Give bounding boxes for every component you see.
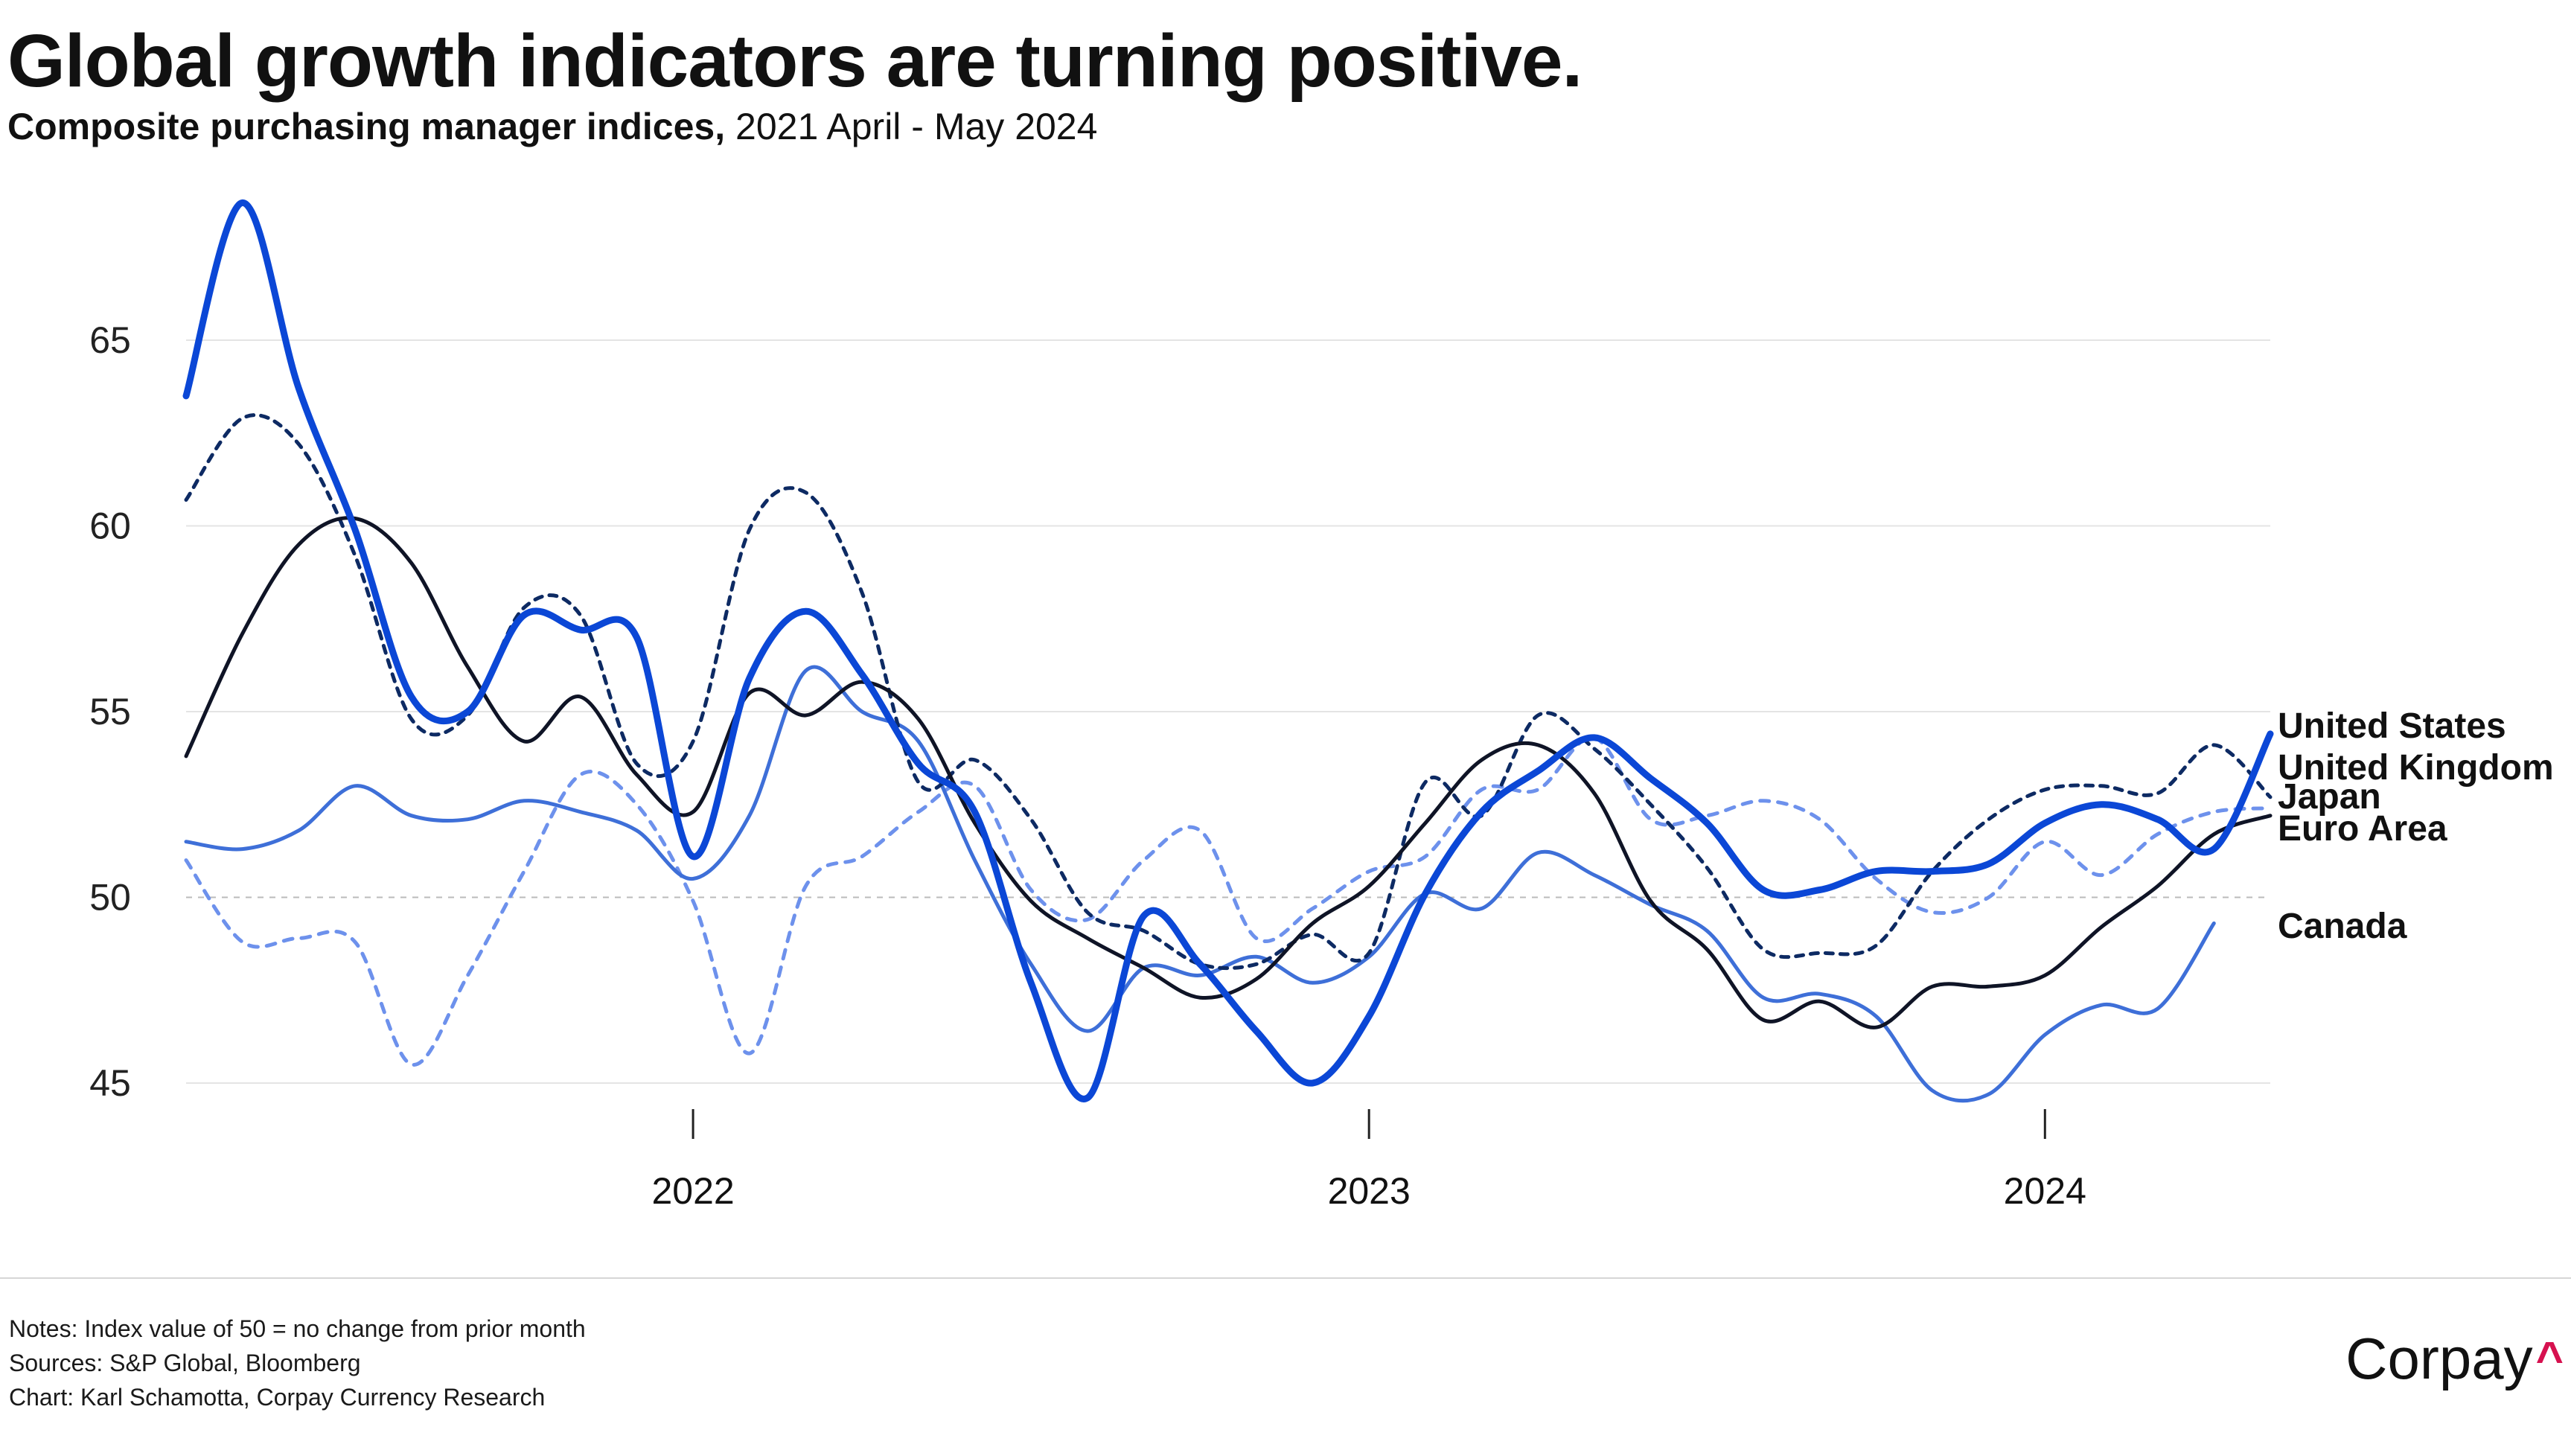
chart-title: Global growth indicators are turning pos… bbox=[7, 19, 1582, 103]
series-line-united-states bbox=[182, 199, 2274, 1102]
x-tick-label: 2023 bbox=[1328, 1170, 1411, 1212]
series-line-euro-area bbox=[184, 516, 2273, 1029]
subtitle-date-range: 2021 April - May 2024 bbox=[725, 106, 1098, 147]
footer-credit: Chart: Karl Schamotta, Corpay Currency R… bbox=[9, 1384, 546, 1411]
series-lines bbox=[182, 199, 2274, 1103]
footer-sources: Sources: S&P Global, Bloomberg bbox=[9, 1350, 361, 1376]
chart-subtitle: Composite purchasing manager indices, 20… bbox=[7, 104, 1097, 149]
series-label-canada: Canada bbox=[2278, 907, 2407, 946]
x-tick-label: 2022 bbox=[651, 1170, 734, 1212]
logo-caret-icon: ^ bbox=[2535, 1332, 2564, 1385]
x-tick-label: 2024 bbox=[2004, 1170, 2086, 1212]
y-tick-label: 50 bbox=[89, 877, 131, 919]
series-label-japan: Japan bbox=[2278, 777, 2381, 817]
chart-footer: Notes: Index value of 50 = no change fro… bbox=[9, 1312, 586, 1414]
subtitle-strong: Composite purchasing manager indices, bbox=[7, 106, 726, 147]
y-tick-label: 55 bbox=[89, 691, 131, 732]
series-line-japan bbox=[184, 735, 2273, 1067]
footer-divider bbox=[0, 1277, 2571, 1279]
axis-and-series-labels: 45 50 55 60 65 2022 2023 2024 United StatesUnite… bbox=[89, 319, 2553, 1212]
y-tick-label: 45 bbox=[89, 1062, 131, 1104]
series-label-united-states: United States bbox=[2278, 706, 2506, 746]
logo-wordmark: Corpay bbox=[2345, 1326, 2533, 1391]
grid-lines bbox=[186, 339, 2270, 1084]
series-label-united-kingdom: United Kingdom bbox=[2278, 748, 2554, 788]
corpay-logo: Corpay^ bbox=[2345, 1325, 2564, 1392]
series-line-united-kingdom bbox=[184, 413, 2273, 971]
footer-notes: Notes: Index value of 50 = no change fro… bbox=[9, 1315, 586, 1342]
line-chart: 45 50 55 60 65 2022 2023 2024 United StatesUnite… bbox=[89, 199, 2554, 1212]
series-line-canada bbox=[184, 665, 2216, 1103]
y-tick-label: 65 bbox=[89, 319, 131, 361]
series-label-euro-area: Euro Area bbox=[2278, 809, 2447, 849]
y-tick-label: 60 bbox=[89, 505, 131, 547]
